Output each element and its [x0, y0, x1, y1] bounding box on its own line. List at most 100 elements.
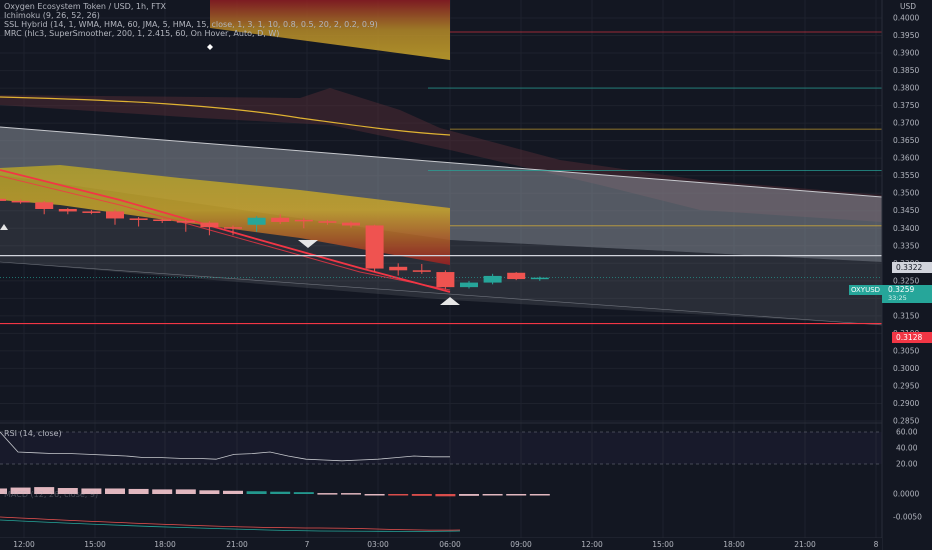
macd-bar	[529, 494, 550, 496]
price-tick: 0.3000	[893, 364, 919, 373]
price-tick: 0.3850	[893, 66, 919, 75]
legend-macd[interactable]: MACD (12, 26, close, 9)	[4, 490, 99, 499]
buy-signal-arrow-left	[0, 224, 8, 230]
price-tick: 0.3650	[893, 136, 919, 145]
candle-body	[271, 217, 290, 222]
macd-bar	[435, 494, 456, 497]
ssl-line-red	[0, 169, 451, 293]
candle-body	[483, 275, 502, 283]
macd-bar	[81, 488, 102, 494]
candle-body	[224, 227, 242, 229]
time-tick: 18:00	[723, 540, 745, 549]
rsi-line	[0, 431, 450, 462]
price-tick: 0.3050	[893, 346, 919, 355]
price-axis[interactable]	[882, 0, 932, 550]
time-tick: 12:00	[581, 540, 603, 549]
macd-tick: 0.0000	[893, 490, 919, 499]
candle-body	[460, 282, 478, 288]
candle-body	[35, 202, 54, 209]
candle-body	[318, 221, 337, 223]
time-tick: 09:00	[510, 540, 532, 549]
candle-body	[153, 219, 172, 221]
macd-bar	[128, 488, 149, 494]
macd-bar	[317, 493, 338, 495]
candle-body	[106, 211, 124, 219]
price-tick: 0.3600	[893, 154, 919, 163]
rsi-tick: 60.00	[896, 428, 918, 437]
price-tick: 0.3500	[893, 189, 919, 198]
macd-bar	[246, 491, 267, 494]
mrc-channel	[0, 127, 882, 262]
candle-body	[412, 270, 431, 272]
candle-body	[58, 208, 77, 212]
ssl-band-upper	[210, 0, 450, 60]
legend-ssl[interactable]: SSL Hybrid (14, 1, WMA, HMA, 60, JMA, 5,…	[4, 20, 378, 29]
price-tick: 0.3350	[893, 241, 919, 250]
diamond-marker	[207, 44, 213, 50]
time-axis[interactable]	[0, 538, 882, 550]
price-tick: 0.3250	[893, 276, 919, 285]
candle-body	[365, 225, 384, 269]
rsi-tick: 20.00	[896, 460, 918, 469]
candle-body	[507, 272, 526, 280]
macd-bar	[482, 494, 503, 496]
price-tick: 0.3950	[893, 31, 919, 40]
time-tick: 7	[305, 540, 310, 549]
legend-mrc[interactable]: MRC (hlc3, SuperSmoother, 200, 1, 2.415,…	[4, 29, 280, 38]
legend-ichimoku[interactable]: Ichimoku (9, 26, 52, 26)	[4, 11, 100, 20]
candles	[0, 198, 549, 290]
time-tick: 21:00	[794, 540, 816, 549]
macd-bar	[0, 488, 7, 494]
price-tick: 0.3800	[893, 84, 919, 93]
legend-rsi[interactable]: RSI (14, close)	[4, 429, 62, 438]
rsi-tick: 40.00	[896, 444, 918, 453]
buy-signal-arrow	[440, 297, 460, 305]
symbol-label: OXYUSD	[849, 285, 882, 295]
price-label-level-low: 0.3128	[892, 332, 932, 343]
ssl-band-lower	[0, 165, 450, 265]
price-tick: 0.2850	[893, 417, 919, 426]
price-tick: 0.4000	[893, 14, 919, 23]
price-tick: 0.2900	[893, 399, 919, 408]
price-lines	[0, 31, 882, 325]
last-price-value: 0.3259	[888, 285, 915, 294]
candle-body	[247, 217, 266, 225]
macd-bar	[459, 494, 479, 496]
baseline-ma	[0, 96, 451, 136]
macd-line	[0, 516, 461, 531]
time-axis-ticks: 12:00 15:00 18:00 21:00 7 03:00 06:00 09:00 12:0…	[13, 540, 878, 549]
last-price-label: 0.3259 33:25	[882, 285, 932, 303]
time-tick: 21:00	[226, 540, 248, 549]
candle-body	[200, 222, 219, 228]
candle-body	[0, 198, 6, 201]
macd-histogram	[0, 487, 550, 497]
macd-bar	[388, 494, 409, 496]
macd-axis-ticks: 0.0000 -0.0050	[893, 490, 922, 522]
price-tick: 0.2950	[893, 381, 919, 390]
currency-label: USD	[900, 2, 916, 11]
price-tick: 0.3700	[893, 119, 919, 128]
candle-body	[342, 222, 360, 226]
macd-bar	[105, 488, 125, 494]
price-label-level-high: 0.3322	[892, 262, 932, 273]
macd-bar	[270, 491, 291, 494]
macd-bar	[199, 490, 220, 494]
price-tick: 0.3450	[893, 206, 919, 215]
price-tick: 0.3750	[893, 101, 919, 110]
candle-body	[294, 219, 313, 222]
candle-body	[11, 200, 30, 203]
mrc-upper-line	[0, 126, 883, 198]
macd-bar	[341, 493, 361, 495]
price-tick: 0.3550	[893, 171, 919, 180]
macd-tick: -0.0050	[893, 513, 922, 522]
candle-body	[530, 277, 549, 280]
sell-signal-arrow	[298, 240, 318, 248]
macd-bar	[57, 488, 78, 494]
price-tick: 0.3150	[893, 311, 919, 320]
candle-body	[176, 220, 195, 223]
price-tick: 0.3400	[893, 224, 919, 233]
macd-bar	[223, 490, 243, 494]
time-tick: 03:00	[367, 540, 389, 549]
time-tick: 15:00	[652, 540, 674, 549]
